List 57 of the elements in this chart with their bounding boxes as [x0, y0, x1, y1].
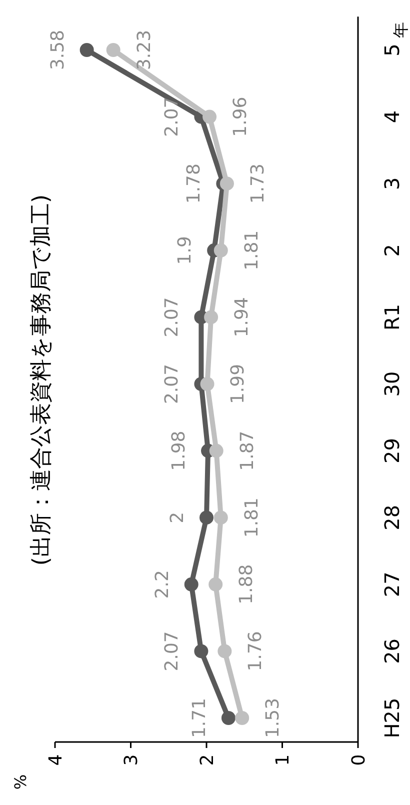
data-label: 2.07 — [162, 297, 183, 338]
x-tick-label: 3 — [121, 754, 142, 766]
data-label: 2 — [166, 512, 188, 524]
data-label: 1.71 — [188, 698, 210, 738]
point — [214, 510, 228, 525]
x-tick-label: 4 — [45, 754, 66, 766]
text: % — [10, 774, 30, 790]
data-label: 1.87 — [236, 430, 258, 471]
data-label: 1.73 — [247, 164, 268, 204]
point — [220, 176, 234, 191]
data-label: 1.76 — [245, 631, 266, 672]
data-label: 1.96 — [230, 96, 252, 137]
point — [214, 243, 228, 258]
y-axis-title: 年 — [390, 22, 410, 38]
data-label: 2.07 — [162, 631, 183, 672]
data-label: 1.88 — [236, 564, 258, 604]
data-label: 1.81 — [241, 498, 262, 538]
point — [80, 43, 94, 57]
point — [184, 577, 198, 592]
y-tick-label: R1 — [380, 304, 404, 331]
y-tick-label: 29 — [380, 438, 404, 464]
data-label: 3.58 — [47, 30, 68, 70]
point — [221, 711, 236, 725]
data-label: 1.99 — [228, 364, 249, 404]
y-tick-label: H25 — [380, 698, 404, 738]
y-tick-label: 2 — [380, 244, 404, 257]
x-tick-label: 1 — [272, 754, 294, 766]
y-tick-label: 5 — [380, 44, 404, 56]
data-label: 3.23 — [134, 30, 155, 70]
data-label: 1.53 — [262, 698, 284, 738]
text: (出所：連合公表資料を事務局で加工) — [28, 194, 54, 566]
point — [218, 644, 232, 658]
y-tick-label: 26 — [380, 638, 404, 664]
point — [106, 43, 120, 57]
point — [235, 711, 250, 725]
y-tick-label: 27 — [380, 572, 404, 598]
point — [200, 377, 214, 391]
point — [209, 444, 224, 458]
x-tick-label: 0 — [348, 754, 370, 766]
data-label: 1.98 — [168, 430, 190, 471]
data-label: 2.07 — [162, 364, 183, 404]
data-label: 1.9 — [174, 236, 196, 265]
point — [208, 577, 223, 592]
data-label: 1.94 — [232, 297, 253, 338]
data-label: 2.2 — [152, 570, 173, 599]
data-label: 1.78 — [184, 164, 205, 204]
y-tick-label: 28 — [380, 504, 404, 530]
point — [194, 644, 208, 658]
y-tick-label: 4 — [380, 110, 404, 124]
y-tick-label: 30 — [380, 371, 404, 397]
point — [202, 110, 217, 124]
point — [200, 510, 214, 525]
y-tick-label: 3 — [380, 177, 404, 190]
data-label: 2.07 — [162, 96, 183, 137]
x-tick-label: 2 — [196, 754, 218, 766]
point — [204, 310, 218, 324]
data-label: 1.81 — [241, 230, 262, 270]
